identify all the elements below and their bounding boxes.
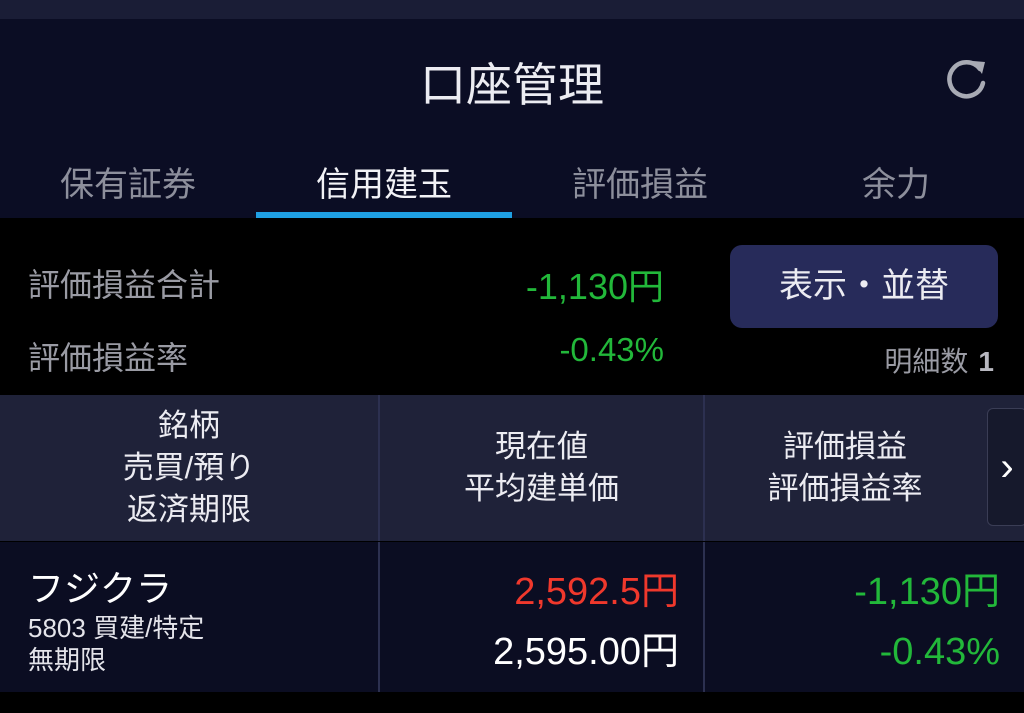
header-pl-rate: 評価損益率 <box>767 471 923 506</box>
item-count-label: 明細数 <box>884 346 969 377</box>
stock-deadline: 無期限 <box>28 645 107 675</box>
app-header: 口座管理 保有証券 信用建玉 評価損益 余力 <box>0 19 1024 218</box>
header-deadline: 返済期限 <box>127 492 251 527</box>
header-pl: 評価損益 <box>783 429 907 464</box>
page-title: 口座管理 <box>420 59 604 111</box>
stock-code-type: 5803 買建/特定 <box>28 613 205 643</box>
header-stock: 銘柄 <box>158 408 220 443</box>
total-pl-label: 評価損益合計 <box>28 267 221 303</box>
row-pl-rate: -0.43% <box>879 631 1000 673</box>
status-strip <box>0 0 1024 19</box>
pl-rate-label: 評価損益率 <box>28 340 189 376</box>
pl-rate-value: -0.43% <box>559 331 664 368</box>
item-count-value: 1 <box>978 346 994 377</box>
avg-price: 2,595.00円 <box>493 631 679 673</box>
tab-buying-power[interactable]: 余力 <box>862 166 930 204</box>
header-col-pl: 評価損益 評価損益率 <box>705 395 985 541</box>
header-trade-type: 売買/預り <box>122 450 256 485</box>
display-sort-button[interactable]: 表示・並替 <box>730 245 998 328</box>
chevron-right-icon[interactable]: › <box>987 408 1024 526</box>
table-row[interactable]: フジクラ 5803 買建/特定 無期限 2,592.5円 2,595.00円 -… <box>0 542 1024 692</box>
cell-pl: -1,130円 -0.43% <box>705 542 1024 692</box>
total-pl-value: -1,130円 <box>525 266 664 307</box>
tab-margin-positions[interactable]: 信用建玉 <box>256 139 512 218</box>
cell-price: 2,592.5円 2,595.00円 <box>380 542 705 692</box>
table-header: 銘柄 売買/預り 返済期限 現在値 平均建単価 評価損益 評価損益率 <box>0 395 1024 541</box>
header-col-price: 現在値 平均建単価 <box>380 395 705 541</box>
tab-bar: 保有証券 信用建玉 評価損益 余力 <box>0 139 1024 218</box>
row-pl: -1,130円 <box>854 571 1000 613</box>
current-price: 2,592.5円 <box>514 571 679 613</box>
tab-profit-loss[interactable]: 評価損益 <box>572 166 708 204</box>
stock-name: フジクラ <box>28 568 173 609</box>
tab-holdings[interactable]: 保有証券 <box>60 166 196 204</box>
header-avg-price: 平均建単価 <box>464 471 619 506</box>
cell-stock: フジクラ 5803 買建/特定 無期限 <box>0 542 380 692</box>
item-count: 明細数 1 <box>884 340 994 380</box>
summary-panel: 評価損益合計 -1,130円 評価損益率 -0.43% 表示・並替 明細数 1 <box>0 218 1024 394</box>
header-current-price: 現在値 <box>495 429 588 464</box>
refresh-icon[interactable] <box>940 53 992 105</box>
header-col-stock: 銘柄 売買/預り 返済期限 <box>0 395 380 541</box>
